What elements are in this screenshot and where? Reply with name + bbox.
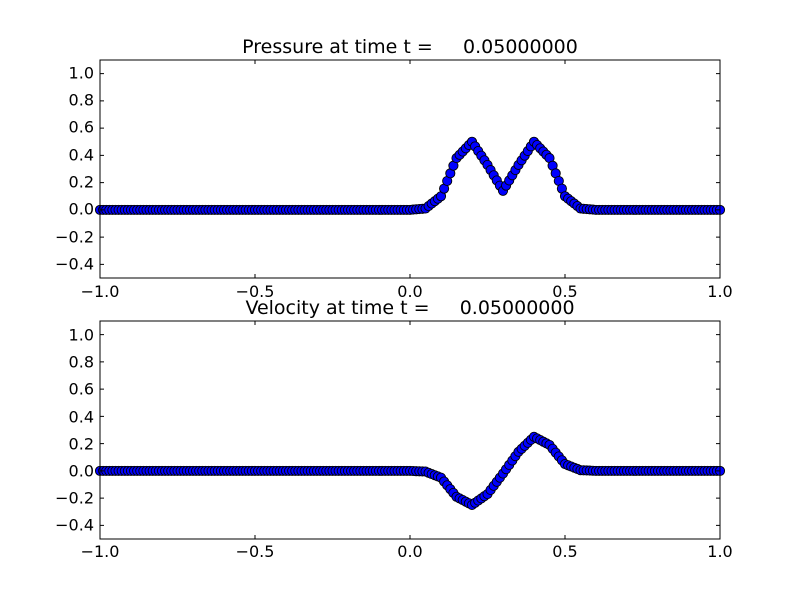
pressure-x-tick-label: 0.0 [397, 282, 422, 301]
velocity-y-tick-label: 0.2 [69, 435, 94, 454]
velocity-y-tick-label: −0.4 [55, 516, 94, 535]
pressure-title: Pressure at time t = 0.05000000 [242, 36, 578, 58]
pressure-x-tick-labels: −1.0 −0.5 0.0 0.5 1.0 [81, 282, 733, 301]
pressure-y-tick-labels: −0.4 −0.2 0.0 0.2 0.4 0.6 0.8 1.0 [55, 64, 94, 274]
velocity-y-tick-label: 0.6 [69, 380, 94, 399]
pressure-x-tick-label: −0.5 [236, 282, 275, 301]
velocity-markers [94, 431, 726, 510]
velocity-plot-frame [99, 320, 721, 540]
velocity-x-tick-label: 1.0 [707, 542, 732, 561]
velocity-x-tick-label: −1.0 [81, 542, 120, 561]
pressure-y-tick-label: 0.8 [69, 91, 94, 110]
pressure-y-tick-label: −0.4 [55, 255, 94, 274]
velocity-y-tick-label: 0.0 [69, 462, 94, 481]
velocity-y-tick-label: 1.0 [69, 326, 94, 345]
pressure-y-tick-label: 0.4 [69, 146, 94, 165]
pressure-panel: Pressure at time t = 0.05000000 −1.0 −0.… [55, 36, 733, 301]
velocity-y-tick-label: 0.8 [69, 353, 94, 372]
velocity-x-tick-label: −0.5 [236, 542, 275, 561]
velocity-title: Velocity at time t = 0.05000000 [245, 297, 574, 319]
pressure-y-tick-label: 1.0 [69, 64, 94, 83]
pressure-x-tick-label: −1.0 [81, 282, 120, 301]
pressure-plot-frame [99, 59, 721, 279]
velocity-x-tick-labels: −1.0 −0.5 0.0 0.5 1.0 [81, 542, 733, 561]
velocity-x-tick-label: 0.5 [552, 542, 577, 561]
velocity-y-tick-label: 0.4 [69, 408, 94, 427]
velocity-x-tick-label: 0.0 [397, 542, 422, 561]
velocity-y-tick-label: −0.2 [55, 489, 94, 508]
pressure-x-tick-label: 1.0 [707, 282, 732, 301]
pressure-y-tick-label: −0.2 [55, 228, 94, 247]
velocity-y-tick-labels: −0.4 −0.2 0.0 0.2 0.4 0.6 0.8 1.0 [55, 326, 94, 535]
velocity-panel: Velocity at time t = 0.05000000 −1.0 −0.… [55, 297, 733, 561]
pressure-y-tick-label: 0.2 [69, 173, 94, 192]
pressure-y-tick-label: 0.6 [69, 118, 94, 137]
pressure-markers [94, 136, 726, 215]
pressure-x-tick-label: 0.5 [552, 282, 577, 301]
pressure-y-tick-label: 0.0 [69, 200, 94, 219]
